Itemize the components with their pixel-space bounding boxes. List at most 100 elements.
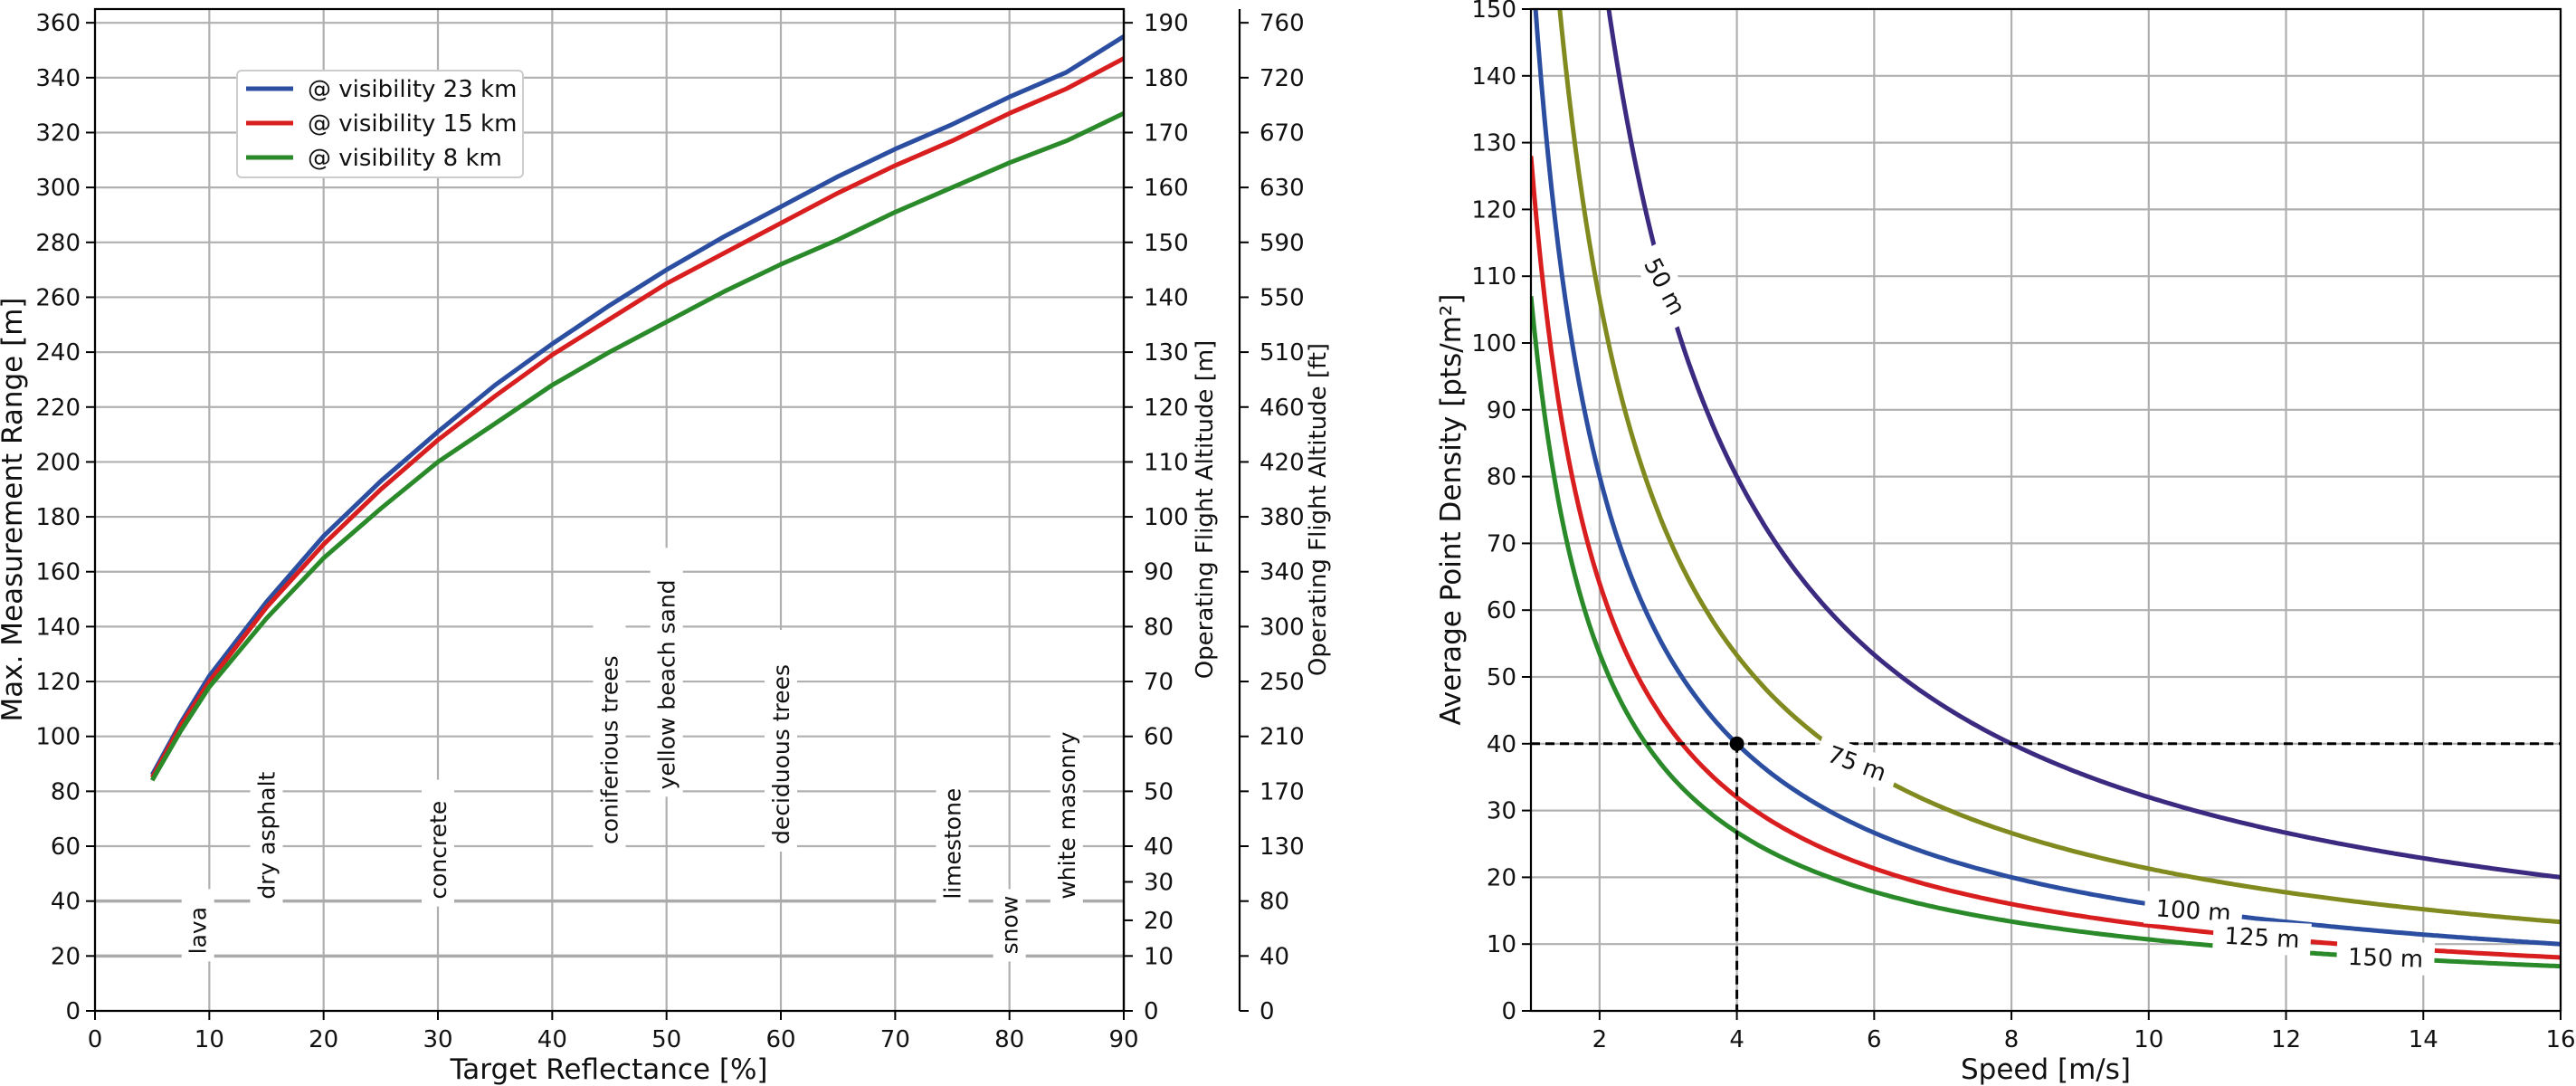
x-tick-label: 16	[2545, 1026, 2575, 1053]
secondary-tick-label: 180	[1144, 65, 1189, 92]
density-curve	[1533, 9, 2561, 947]
series-line	[150, 34, 1124, 776]
y-tick-label: 340	[35, 65, 81, 92]
secondary-tick-label: 130	[1259, 834, 1305, 861]
secondary-tick-label: 630	[1259, 175, 1305, 202]
plot-frame	[1529, 7, 2562, 1013]
secondary-tick-label: 0	[1144, 998, 1159, 1025]
y-tick-label: 180	[35, 504, 81, 531]
secondary-tick-label: 380	[1259, 504, 1305, 531]
y-tick-label: 0	[1501, 998, 1516, 1025]
contour-label-background	[1630, 242, 1699, 331]
material-label-background	[422, 779, 454, 907]
secondary-tick-label: 670	[1259, 119, 1305, 147]
secondary-tick-label: 40	[1259, 943, 1289, 970]
material-label: coniferious trees	[597, 655, 623, 844]
density-curve	[1531, 296, 2561, 969]
contour-label-group: 125 m	[2212, 919, 2312, 957]
secondary-tick-label: 720	[1259, 65, 1305, 92]
secondary-tick-label: 40	[1144, 834, 1174, 861]
altitude-m-axis-label: Operating Flight Altitude [m]	[1192, 340, 1219, 680]
series-line	[150, 110, 1124, 782]
y-tick-label: 20	[1487, 864, 1516, 891]
y-tick-label: 360	[35, 10, 81, 37]
secondary-tick-label: 190	[1144, 10, 1189, 37]
material-label-background	[250, 738, 283, 907]
y-tick-label: 90	[1487, 397, 1516, 424]
material-label: snow	[997, 896, 1023, 955]
x-tick-label: 10	[2134, 1026, 2163, 1053]
y-tick-label: 220	[35, 395, 81, 422]
y-tick-label: 100	[1471, 330, 1516, 357]
secondary-tick-label: 30	[1144, 869, 1174, 896]
contour-label: 150 m	[2347, 944, 2423, 974]
x-tick-label: 40	[537, 1026, 567, 1053]
contour-label-background	[2335, 939, 2436, 976]
density-chart-axes: 2 4 6 8 10 12 14 16 0 10 20 30 40 50 60 70 80 90 100 110 120…	[1471, 0, 2575, 1053]
y-tick-label: 50	[1487, 664, 1516, 691]
y-tick-label: 30	[1487, 798, 1516, 825]
material-label: lava	[185, 907, 212, 954]
y-tick-label: 280	[35, 230, 81, 257]
altitude-ft-axis: 0 40 80 130 170 210 250 300 340 380 420 460 510 550 59…	[1238, 9, 1305, 1025]
range-chart-xlabel: Target Reflectance [%]	[449, 1053, 767, 1086]
secondary-tick-label: 60	[1144, 724, 1174, 751]
y-tick-label: 120	[35, 669, 81, 696]
secondary-tick-label: 210	[1259, 724, 1305, 751]
x-tick-label: 8	[2004, 1026, 2020, 1053]
y-tick-label: 300	[35, 175, 81, 202]
secondary-tick-label: 460	[1259, 395, 1305, 422]
y-tick-label: 160	[35, 559, 81, 586]
x-tick-label: 80	[994, 1026, 1024, 1053]
y-tick-label: 100	[35, 724, 81, 751]
range-chart-series	[150, 34, 1124, 782]
material-label-background	[765, 630, 797, 853]
material-label-background	[1050, 711, 1083, 907]
altitude-m-axis: 0 10 20 30 40 50 60 70 80 90 100 110 120 130 140 150 160…	[1122, 9, 1189, 1025]
secondary-tick-label: 100	[1144, 504, 1189, 531]
material-label-background	[993, 889, 1026, 962]
material-label: concrete	[425, 801, 452, 900]
secondary-tick-label: 130	[1144, 339, 1189, 367]
material-labels: lava dry asphalt concrete coniferious trees…	[181, 548, 1083, 962]
secondary-tick-label: 150	[1144, 230, 1189, 257]
y-tick-label: 140	[35, 614, 81, 641]
contour-label-background	[2212, 919, 2312, 957]
legend-entry: @ visibility 8 km	[308, 145, 502, 172]
range-chart-reference-lines	[95, 899, 1124, 958]
contour-label-background	[1811, 733, 1902, 794]
secondary-tick-label: 170	[1144, 119, 1189, 147]
secondary-tick-label: 760	[1259, 10, 1305, 37]
x-tick-label: 14	[2409, 1026, 2438, 1053]
y-tick-label: 130	[1471, 130, 1516, 157]
legend-entry: @ visibility 23 km	[308, 76, 517, 103]
x-tick-label: 10	[195, 1026, 224, 1053]
material-label: dry asphalt	[254, 771, 280, 899]
y-tick-label: 40	[51, 889, 81, 916]
secondary-tick-label: 160	[1144, 175, 1189, 202]
secondary-tick-label: 340	[1259, 559, 1305, 586]
y-tick-label: 200	[35, 449, 81, 476]
y-tick-label: 60	[51, 834, 81, 861]
x-tick-label: 0	[88, 1026, 103, 1053]
x-tick-label: 12	[2271, 1026, 2301, 1053]
material-label: deciduous trees	[768, 664, 794, 844]
y-tick-label: 120	[1471, 196, 1516, 224]
contour-label-group: 150 m	[2335, 939, 2436, 976]
material-label: white masonry	[1054, 731, 1080, 899]
x-tick-label: 60	[765, 1026, 795, 1053]
y-tick-label: 80	[1487, 464, 1516, 491]
secondary-tick-label: 550	[1259, 284, 1305, 311]
y-tick-label: 20	[51, 943, 81, 970]
secondary-tick-label: 590	[1259, 230, 1305, 257]
x-tick-label: 4	[1729, 1026, 1744, 1053]
density-chart-series	[1531, 9, 2561, 969]
altitude-ft-axis-label: Operating Flight Altitude [ft]	[1305, 343, 1332, 676]
y-tick-label: 150	[1471, 0, 1516, 24]
y-tick-label: 40	[1487, 731, 1516, 758]
secondary-tick-label: 50	[1144, 778, 1174, 805]
material-label: limestone	[940, 788, 966, 900]
contour-label: 125 m	[2224, 923, 2301, 954]
